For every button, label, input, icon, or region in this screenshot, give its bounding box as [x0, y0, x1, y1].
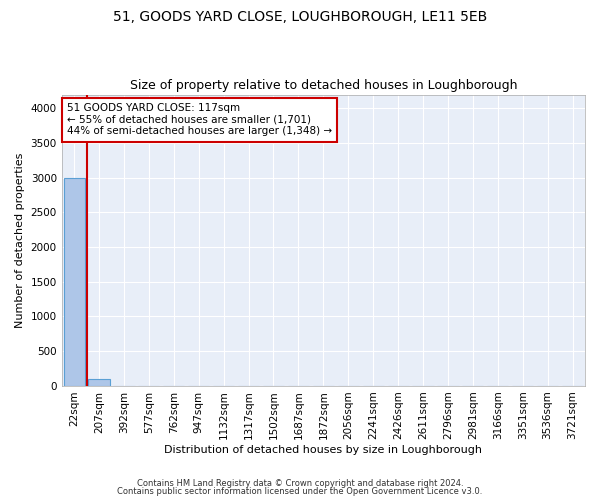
Text: 51, GOODS YARD CLOSE, LOUGHBOROUGH, LE11 5EB: 51, GOODS YARD CLOSE, LOUGHBOROUGH, LE11… [113, 10, 487, 24]
Text: Contains HM Land Registry data © Crown copyright and database right 2024.: Contains HM Land Registry data © Crown c… [137, 478, 463, 488]
Text: Contains public sector information licensed under the Open Government Licence v3: Contains public sector information licen… [118, 487, 482, 496]
Text: 51 GOODS YARD CLOSE: 117sqm
← 55% of detached houses are smaller (1,701)
44% of : 51 GOODS YARD CLOSE: 117sqm ← 55% of det… [67, 104, 332, 136]
Title: Size of property relative to detached houses in Loughborough: Size of property relative to detached ho… [130, 79, 517, 92]
Y-axis label: Number of detached properties: Number of detached properties [15, 152, 25, 328]
Bar [88, 379, 110, 386]
X-axis label: Distribution of detached houses by size in Loughborough: Distribution of detached houses by size … [164, 445, 482, 455]
Bar [64, 178, 85, 386]
